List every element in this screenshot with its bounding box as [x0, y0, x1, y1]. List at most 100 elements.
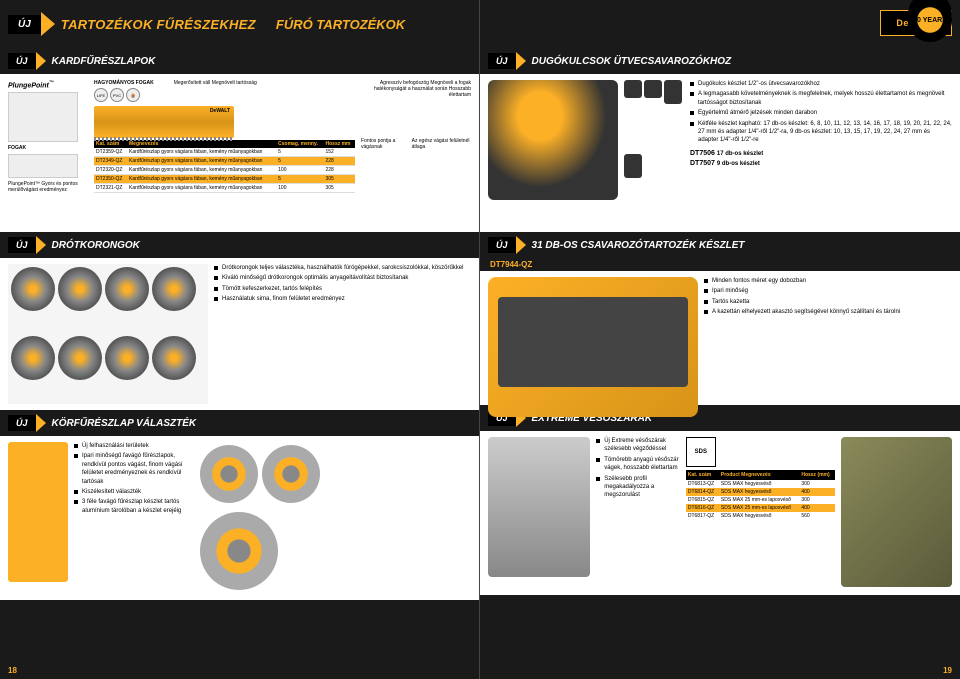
- bit-case-image: [488, 277, 698, 417]
- plunge-title: PlungePoint™: [8, 80, 88, 89]
- brush-img: [105, 267, 149, 311]
- anno-wall: Megerősített váll Megnövelt tartósság: [174, 80, 257, 86]
- arrow-icon: [36, 414, 46, 432]
- socket-bullets: Dugókulcs készlet 1/2"-os ütvecsavarozók…: [690, 80, 952, 147]
- extreme-package: [8, 442, 68, 582]
- arrow-icon: [516, 52, 526, 70]
- brush-img: [152, 267, 196, 311]
- bullet-item: Minden fontos méret egy dobozban: [704, 277, 952, 285]
- content-bitset: Minden fontos méret egy dobozban Ipari mi…: [480, 271, 960, 405]
- bullet-item: A kazettán elhelyezett akasztó segítségé…: [704, 308, 952, 316]
- new-badge: ÚJ: [8, 15, 41, 34]
- foam-label: FOGAK: [8, 145, 88, 151]
- bullet-item: Kétféle készlet kapható: 17 db-os készle…: [690, 120, 952, 145]
- worker-photo: [841, 437, 953, 587]
- bullet-item: 3 féle favágó fűrészlap készlet tartós a…: [74, 498, 194, 515]
- wire-brush-images: [8, 264, 208, 404]
- saw-blade-images: [200, 442, 400, 592]
- sds-icon: SDS: [686, 437, 716, 467]
- page-right: DeWALT ÚJ DUGÓKULCSOK ÜTVECSAVAROZÓKHOZ …: [480, 0, 960, 679]
- brush-img: [58, 267, 102, 311]
- chisel-bullets: Új Extreme vésőszárak szélesebb végződés…: [596, 437, 680, 502]
- plunge-diagram: [8, 92, 78, 142]
- content-wire: Drótkorongok teljes választéka, használh…: [0, 258, 479, 410]
- socket-img: [644, 80, 662, 98]
- new-badge: ÚJ: [8, 415, 36, 431]
- table-row: DT2320-QZKardfűrészlap gyors vágásra fáb…: [94, 166, 355, 175]
- table-row: DT6814-QZSDS MAX hegyesvéső400: [686, 488, 835, 496]
- bullet-item: Új felhasználási területek: [74, 442, 194, 450]
- table-row: DT6816-QZSDS MAX 25 mm-es laposvéső400: [686, 504, 835, 512]
- chisel-bullets-col: Új Extreme vésőszárak szélesebb végződés…: [596, 437, 680, 589]
- section-bar-blades: ÚJ KARDFŰRÉSZLAPOK: [0, 48, 479, 74]
- page-number: 18: [8, 666, 17, 675]
- blade-logo: DeWALT: [210, 108, 230, 114]
- chisel-image: [488, 437, 590, 577]
- badge-90-years: 90 YEARS: [908, 0, 952, 42]
- bullet-item: Tartós kazetta: [704, 298, 952, 306]
- brush-img: [11, 267, 55, 311]
- plunge-note: PlungePoint™ Gyors és pontos merülővágás…: [8, 181, 88, 193]
- sawblade-img: [200, 512, 278, 590]
- table-header: Kat. szám: [686, 470, 719, 480]
- content-chisels: Új Extreme vésőszárak szélesebb végződés…: [480, 431, 960, 595]
- bitset-code: DT7944-QZ: [480, 258, 960, 271]
- table-row: DT6813-QZSDS MAX hegyesvéső300: [686, 480, 835, 488]
- bullet-item: Tömörebb anyagú vésőszár vágek, hosszabb…: [596, 456, 680, 473]
- sec-title: DUGÓKULCSOK ÜTVECSAVAROZÓKHOZ: [532, 56, 732, 67]
- bullet-item: Kiváló minőségű drótkorongok optimális a…: [214, 274, 463, 282]
- plunge-col: PlungePoint™ FOGAK PlungePoint™ Gyors és…: [8, 80, 88, 226]
- wood-icon: 🪵: [126, 88, 140, 102]
- sec-title: KARDFŰRÉSZLAPOK: [52, 56, 156, 67]
- arrow-icon: [41, 12, 55, 36]
- table-row: DT2350-QZKardfűrészlap gyors vágásra fáb…: [94, 175, 355, 184]
- bullet-item: Használatuk sima, finom felületet eredmé…: [214, 295, 463, 303]
- table-header: Csomag. menny.: [276, 140, 323, 148]
- socket-img: [624, 154, 642, 178]
- anno-avg: Az egész vágási felületnél átlaga: [412, 138, 471, 150]
- conv-label: HAGYOMÁNYOS FOGAK: [94, 80, 154, 86]
- spec-icons: LIFE PVC 🪵: [94, 88, 355, 102]
- product-code: DT7507 9 db-os készlet: [690, 160, 952, 167]
- table-row: DT6817-QZSDS MAX hegyesvéső560: [686, 512, 835, 520]
- table-header: Hossz (mm): [799, 470, 834, 480]
- anno-cut-point: Fontos pontja a vágásnak: [361, 138, 408, 150]
- pvc-icon: PVC: [110, 88, 124, 102]
- bullet-item: Kiszélesített választék: [74, 488, 194, 496]
- bullet-item: Dugókulcs készlet 1/2"-os ütvecsavarozók…: [690, 80, 952, 88]
- arrow-icon: [36, 52, 46, 70]
- page-left: ÚJ TARTOZÉKOK FŰRÉSZEKHEZ FÚRÓ TARTOZÉKO…: [0, 0, 480, 679]
- table-row: DT2321-QZKardfűrészlap gyors vágásra fáb…: [94, 184, 355, 193]
- content-blades: PlungePoint™ FOGAK PlungePoint™ Gyors és…: [0, 74, 479, 232]
- table-header: Megnevezés: [127, 140, 276, 148]
- table-header: Kat. szám: [94, 140, 127, 148]
- content-sockets: Dugókulcs készlet 1/2"-os ütvecsavarozók…: [480, 74, 960, 232]
- table-row: DT2349-QZKardfűrészlap gyors vágásra fáb…: [94, 157, 355, 166]
- bullet-item: Tömött kefeszerkezet, tartós felépítés: [214, 285, 463, 293]
- header-right: DeWALT: [480, 0, 960, 48]
- section-bar-bitset: ÚJ 31 DB-OS CSAVAROZÓTARTOZÉK KÉSZLET 90…: [480, 232, 960, 258]
- table-header: Hossz mm: [324, 140, 356, 148]
- content-circsaw: Új felhasználási területekIpari minőségű…: [0, 436, 479, 600]
- page-number: 19: [943, 666, 952, 675]
- arrow-icon: [516, 236, 526, 254]
- sec-title: 31 DB-OS CSAVAROZÓTARTOZÉK KÉSZLET: [532, 240, 745, 251]
- bullet-item: Új Extreme vésőszárak szélesebb végződés…: [596, 437, 680, 454]
- blade-mid: HAGYOMÁNYOS FOGAK Megerősített váll Megn…: [94, 80, 355, 226]
- hdr-title-1: TARTOZÉKOK FŰRÉSZEKHEZ: [61, 17, 256, 32]
- blade-anno-col: Agresszív befogószög Megnöveli a fogak h…: [361, 80, 471, 226]
- circsaw-bullets: Új felhasználási területekIpari minőségű…: [74, 442, 194, 594]
- comparison-diagram: [8, 154, 78, 178]
- table-row: DT2359-QZKardfűrészlap gyors vágásra fáb…: [94, 148, 355, 157]
- bullet-item: Drótkorongok teljes választéka, használh…: [214, 264, 463, 272]
- product-code: DT7506 17 db-os készlet: [690, 150, 952, 157]
- socket-codes: DT7506 17 db-os készlet DT7507 9 db-os ké…: [690, 147, 952, 167]
- arrow-icon: [36, 236, 46, 254]
- bullet-item: Ipari minőség: [704, 287, 952, 295]
- wire-bullets: Drótkorongok teljes választéka, használh…: [214, 264, 463, 404]
- socket-text: Dugókulcs készlet 1/2"-os ütvecsavarozók…: [690, 80, 952, 226]
- impact-driver-image: [488, 80, 618, 200]
- brush-img: [58, 336, 102, 380]
- section-bar-sockets: ÚJ DUGÓKULCSOK ÜTVECSAVAROZÓKHOZ 90 YEAR…: [480, 48, 960, 74]
- chisel-table-col: SDS Kat. számProduct MegnevezésHossz (mm…: [686, 437, 835, 589]
